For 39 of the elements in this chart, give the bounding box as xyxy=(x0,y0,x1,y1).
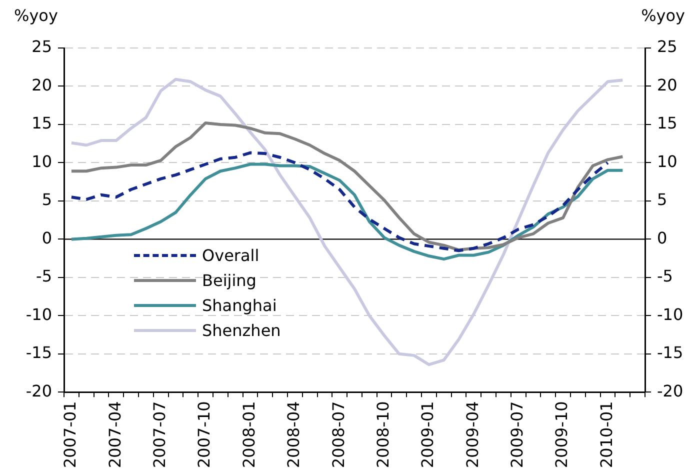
x-tick-label: 2009-10 xyxy=(552,401,572,468)
x-tick-label: 2007-07 xyxy=(150,401,169,468)
y-axis-title: %yoy xyxy=(14,6,58,25)
x-tick-label: 2009-07 xyxy=(508,401,527,468)
legend-label: Beijing xyxy=(202,270,256,292)
y-tick-label: 10 xyxy=(32,152,52,171)
x-tick-label: 2007-04 xyxy=(105,401,124,468)
y2-tick-label: 5 xyxy=(657,190,668,210)
y-tick-label: -20 xyxy=(26,381,52,400)
y-tick-label: 25 xyxy=(32,37,52,56)
x-tick-label: 2007-01 xyxy=(60,401,80,468)
y-tick-label: 15 xyxy=(32,114,52,133)
x-tick-label: 2008-01 xyxy=(239,401,258,468)
y2-tick-label: -5 xyxy=(657,266,673,286)
y-tick-label: -5 xyxy=(36,266,52,286)
x-tick-label: 2008-10 xyxy=(373,401,392,468)
legend-label: Shenzhen xyxy=(202,320,281,342)
y-tick-label: 20 xyxy=(32,75,52,94)
y2-tick-label: 0 xyxy=(657,228,668,248)
y-tick-label: 5 xyxy=(42,190,52,210)
y-tick-label: -15 xyxy=(26,343,52,362)
x-tick-label: 2007-10 xyxy=(194,401,214,468)
x-tick-label: 2009-01 xyxy=(418,401,438,468)
y2-tick-label: 20 xyxy=(657,75,678,94)
y2-tick-label: -10 xyxy=(657,304,684,324)
y2-tick-label: 15 xyxy=(657,114,678,133)
legend-label: Overall xyxy=(202,245,260,268)
y2-axis-title: %yoy xyxy=(641,6,685,25)
y-tick-label: -10 xyxy=(26,304,52,324)
x-tick-label: 2008-07 xyxy=(328,401,348,468)
y2-tick-label: -20 xyxy=(657,381,684,400)
y2-tick-label: 25 xyxy=(657,37,678,56)
x-tick-label: 2009-04 xyxy=(462,401,482,468)
y2-tick-label: -15 xyxy=(657,343,684,362)
y-tick-label: 0 xyxy=(42,228,52,248)
y2-tick-label: 10 xyxy=(657,152,678,171)
x-tick-label: 2008-04 xyxy=(284,401,304,468)
x-tick-label: 2010-01 xyxy=(596,401,616,468)
legend-label: Shanghai xyxy=(202,295,277,318)
